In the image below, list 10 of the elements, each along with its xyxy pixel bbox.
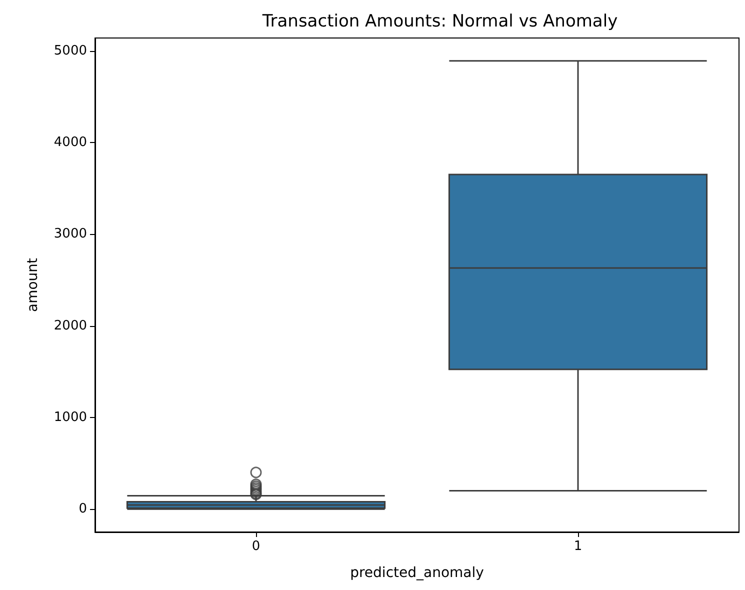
y-tick-label: 3000 [54,226,87,242]
y-tick-label: 4000 [54,134,87,150]
y-tick-label: 1000 [54,410,87,425]
x-tick-label: 1 [574,539,582,554]
y-tick-label: 5000 [54,43,87,58]
chart-title: Transaction Amounts: Normal vs Anomaly [261,12,618,32]
y-tick-label: 2000 [54,318,87,334]
y-axis-title: amount [25,257,41,312]
y-tick-label: 0 [78,502,87,517]
x-axis-title: predicted_anomaly [350,565,484,581]
